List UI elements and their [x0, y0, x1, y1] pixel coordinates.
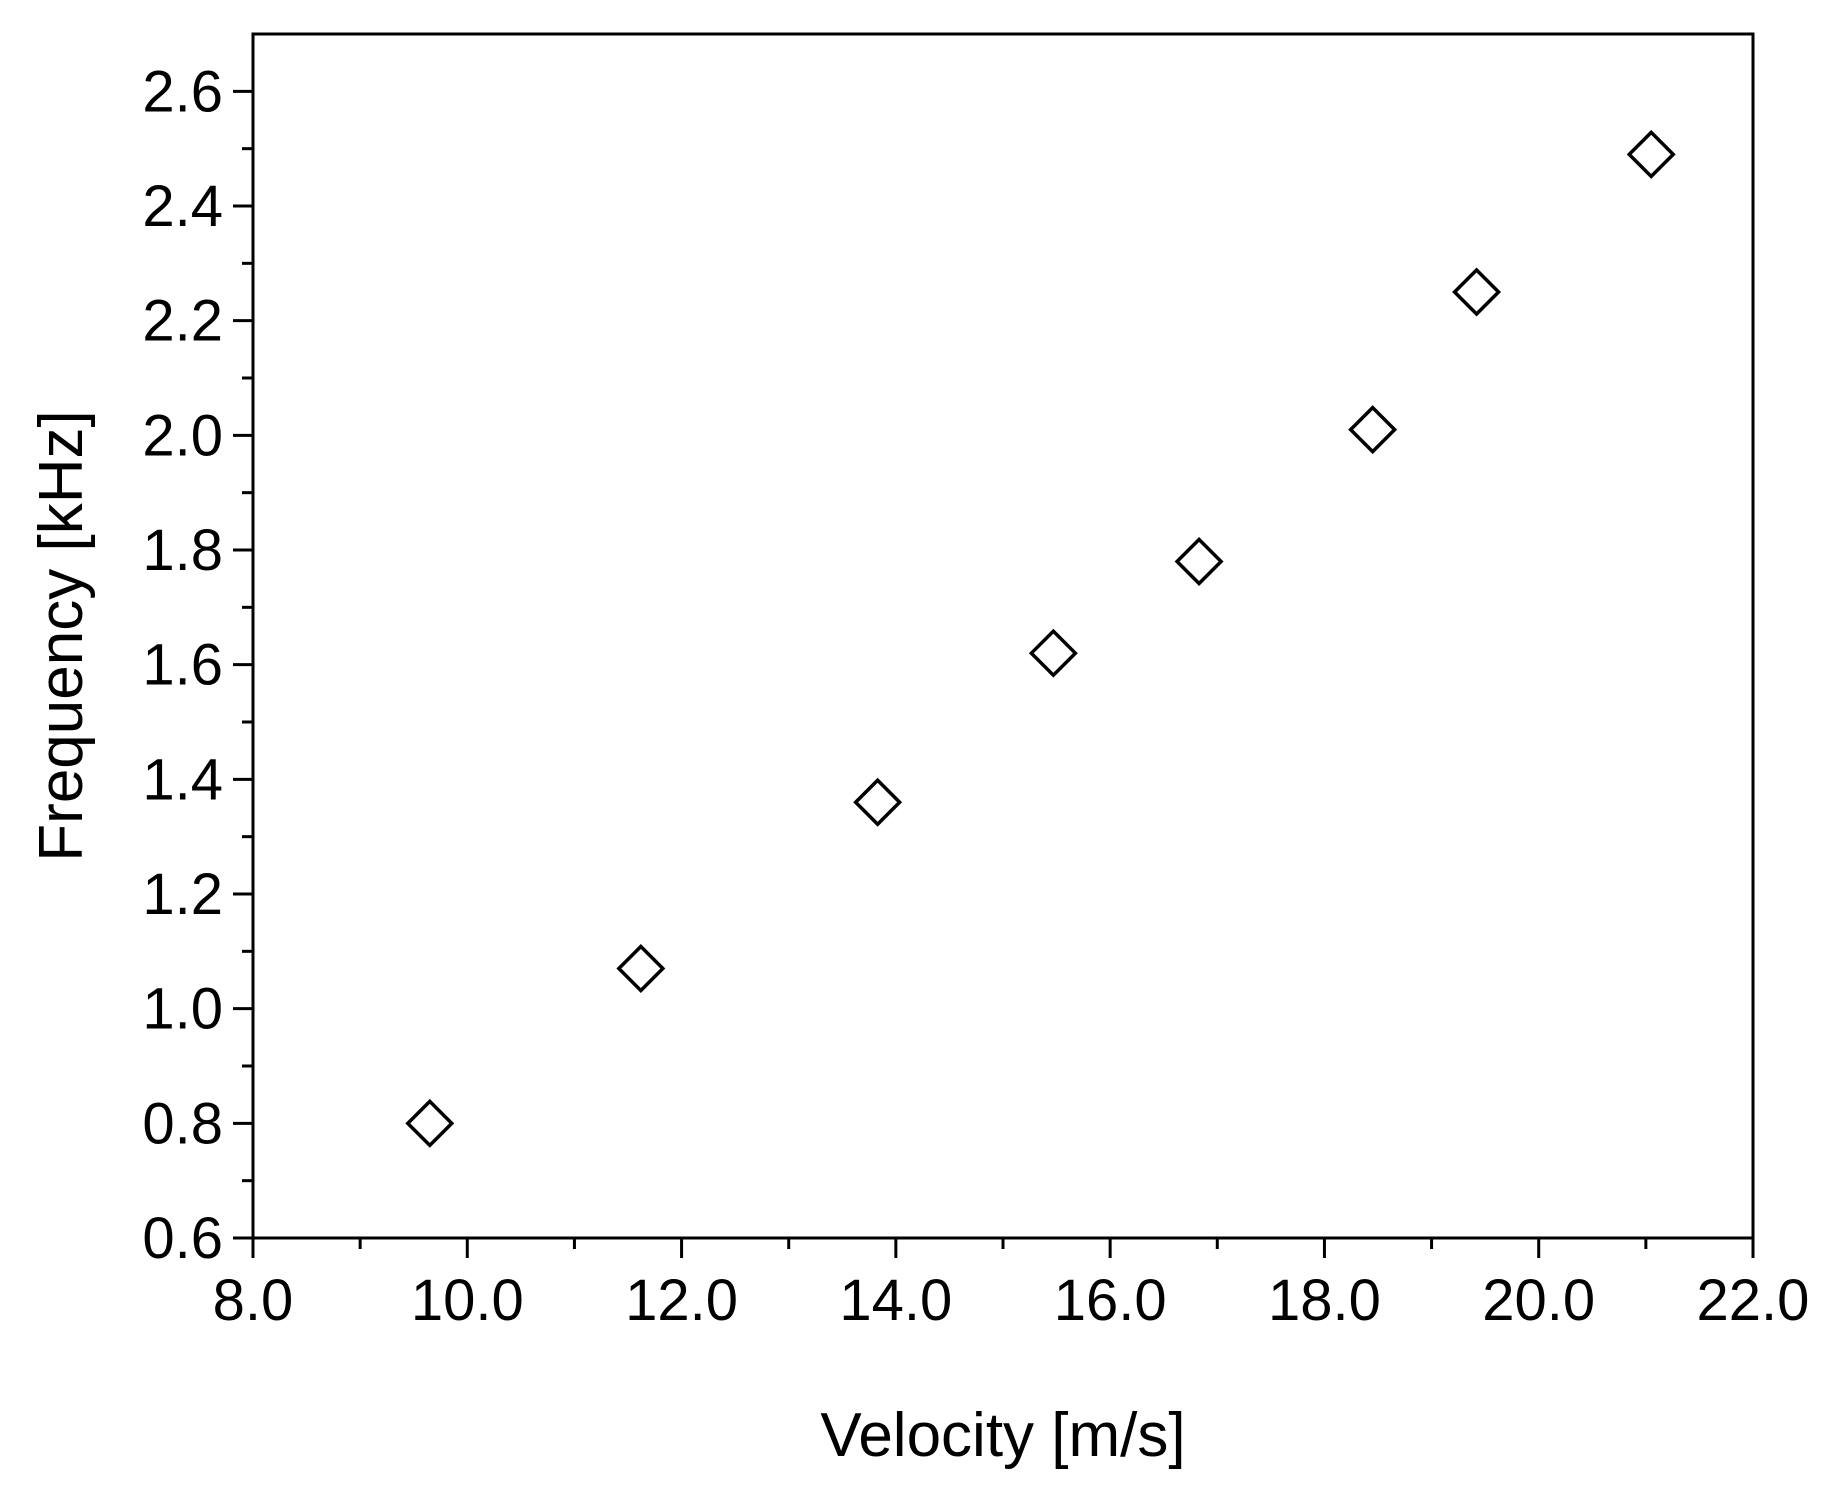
- x-axis: 8.0 10.0 12.0 14.0 16.0 18.0 20.0 22.0: [213, 1238, 1810, 1333]
- x-tick-label: 10.0: [411, 1268, 524, 1333]
- x-tick-label: 16.0: [1054, 1268, 1167, 1333]
- y-axis-title: Frequency [kHz]: [27, 410, 96, 861]
- data-point: [1174, 536, 1224, 586]
- y-tick-label: 1.0: [142, 977, 223, 1042]
- x-tick-label: 14.0: [839, 1268, 952, 1333]
- data-point: [405, 1098, 455, 1148]
- data-point: [1626, 129, 1676, 179]
- y-axis: 0.6 0.8 1.0 1.2 1.4 1.6 1.8 2.0 2.2 2.4 2.6: [142, 59, 253, 1271]
- data-points: [405, 129, 1676, 1148]
- y-tick-label: 1.6: [142, 633, 223, 698]
- y-tick-label: 0.6: [142, 1206, 223, 1271]
- y-tick-label: 1.2: [142, 862, 223, 927]
- data-point: [1452, 267, 1502, 317]
- y-tick-label: 0.8: [142, 1091, 223, 1156]
- data-point: [1348, 405, 1398, 455]
- data-point: [616, 944, 666, 994]
- y-tick-label: 2.0: [142, 403, 223, 468]
- data-point: [853, 777, 903, 827]
- y-tick-label: 1.4: [142, 747, 223, 812]
- x-tick-label: 12.0: [625, 1268, 738, 1333]
- plot-frame: [251, 32, 1755, 1240]
- y-tick-label: 1.8: [142, 518, 223, 583]
- x-tick-label: 8.0: [213, 1268, 294, 1333]
- y-tick-label: 2.2: [142, 289, 223, 354]
- x-axis-title: Velocity [m/s]: [820, 1401, 1185, 1470]
- x-tick-label: 22.0: [1697, 1268, 1810, 1333]
- data-point: [1028, 628, 1078, 678]
- x-tick-label: 18.0: [1268, 1268, 1381, 1333]
- y-tick-label: 2.4: [142, 174, 223, 239]
- x-tick-label: 20.0: [1482, 1268, 1595, 1333]
- y-tick-label: 2.6: [142, 59, 223, 124]
